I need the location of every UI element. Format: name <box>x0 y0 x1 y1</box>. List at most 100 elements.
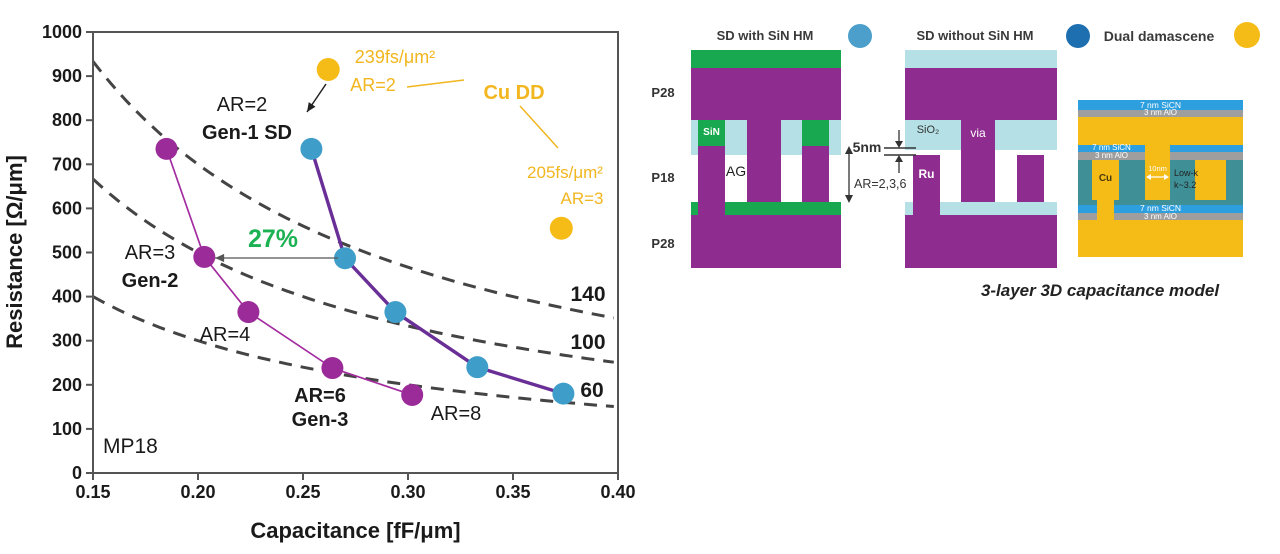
chart-annotation-7: AR=8 <box>431 403 482 425</box>
d1-sin-hardmask-left <box>698 120 725 146</box>
chart-annotation-8: MP18 <box>103 435 158 458</box>
chart-annotation-5: AR=6 <box>294 385 346 407</box>
d3-alo-bottom-strip <box>1078 213 1243 220</box>
d2-sio2-label: SiO₂ <box>916 124 940 136</box>
d3-cu-via-foot <box>1097 200 1114 220</box>
d1-metal-line-right <box>802 146 829 202</box>
y-tick-label: 0 <box>72 463 82 483</box>
gap-arrow-lower-head <box>895 155 903 162</box>
legend-dot-sd-with-sin-hm <box>848 24 872 48</box>
d3-alo-mid-label: 3 nm AlO <box>1095 151 1128 160</box>
d3-via-pillar <box>1145 145 1170 200</box>
legend-label-dual-damascene: Dual damascene <box>1103 28 1215 44</box>
d3-alo-mid-strip-left <box>1078 152 1145 160</box>
d1-top-green-layer <box>691 50 841 68</box>
data-point-0 <box>321 357 344 380</box>
d3-sicn-mid-strip-left <box>1078 145 1145 152</box>
d1-airgap-label: AG <box>725 163 747 179</box>
chart-annotation-14: AR=3 <box>561 189 604 208</box>
data-point-0 <box>193 245 216 268</box>
d3-alo-mid-strip-right <box>1170 152 1243 160</box>
data-point-0 <box>401 383 424 406</box>
chart-annotation-3: Gen-2 <box>122 270 179 292</box>
callout-line-0 <box>406 79 465 88</box>
ar-arrow-head-down <box>845 195 853 203</box>
y-tick-label: 600 <box>52 198 82 218</box>
d2-via-label: via <box>970 126 986 140</box>
d3-alo-top-label: 3 nm AlO <box>1144 108 1177 117</box>
d3-lowk-k-label: k~3.2 <box>1174 180 1197 190</box>
d2-bottom-cyan-layer <box>905 202 1057 215</box>
d3-alo-top-strip <box>1078 110 1243 117</box>
d3-sicn-top-strip <box>1078 100 1243 110</box>
data-point-2 <box>316 57 340 81</box>
d2-top-cyan-layer <box>905 50 1057 68</box>
legend-dot-dual-damascene <box>1234 22 1260 48</box>
data-point-0 <box>155 137 178 160</box>
chart-annotation-0: AR=2 <box>217 94 268 116</box>
d3-top-cu-block <box>1078 117 1243 145</box>
rc-chart: 1401006001002003004005006007008009001000… <box>2 22 636 543</box>
y-tick-label: 200 <box>52 375 82 395</box>
data-point-1 <box>552 382 575 405</box>
x-tick-label: 0.35 <box>495 482 530 502</box>
pitch-label-p28-bot: P28 <box>651 236 675 251</box>
series-line-1 <box>309 148 564 396</box>
annotation-arrow-1-head <box>215 253 225 263</box>
y-tick-label: 800 <box>52 110 82 130</box>
data-point-1 <box>334 247 356 270</box>
chart-annotation-13: 205fs/μm² <box>527 163 603 182</box>
d3-sicn-bottom-label: 7 nm SiCN <box>1139 203 1182 213</box>
d3-width-10nm-label: 10nm <box>1148 164 1167 173</box>
y-tick-label: 700 <box>52 154 82 174</box>
aspect-ratio-label: AR=2,3,6 <box>854 177 907 191</box>
d1-bottom-green-layer <box>691 202 841 215</box>
d1-sin-hardmask-right <box>802 120 829 146</box>
pitch-label-p28-top: P28 <box>651 85 675 100</box>
data-point-1 <box>300 137 323 160</box>
legend-label-sd-without-sin-hm: SD without SiN HM <box>916 28 1034 43</box>
data-point-1 <box>384 301 407 324</box>
d2-metal-line-right <box>1017 155 1044 202</box>
d3-alo-bottom-label: 3 nm AlO <box>1144 212 1177 221</box>
y-tick-label: 1000 <box>42 22 82 42</box>
d3-sicn-mid-label: 7 nm SiCN <box>1092 143 1131 152</box>
y-axis-title: Resistance [Ω/μm] <box>2 155 27 349</box>
pitch-label-p18: P18 <box>651 170 675 185</box>
x-tick-label: 0.15 <box>75 482 110 502</box>
d3-sicn-top-label: 7 nm SiCN <box>1139 100 1182 110</box>
d3-sicn-bottom-strip <box>1078 205 1243 213</box>
chart-annotation-10: 239fs/μm² <box>355 47 435 67</box>
annotation-arrow-0-head <box>307 102 316 112</box>
data-point-1 <box>466 356 489 379</box>
d2-bottom-metal-block <box>905 215 1057 268</box>
d1-via-pillar <box>747 68 781 202</box>
legend-dot-sd-without-sin-hm <box>1066 24 1090 48</box>
data-point-2 <box>549 216 573 240</box>
callout-line-1 <box>519 105 559 149</box>
iso-rc-label-140: 140 <box>570 283 605 306</box>
d3-cu-line-right <box>1195 160 1226 200</box>
iso-rc-curve-60 <box>92 295 614 408</box>
d2-via-pillar <box>961 68 995 202</box>
chart-annotation-11: AR=2 <box>350 75 396 95</box>
d3-sicn-mid-strip-right <box>1170 145 1243 152</box>
chart-annotation-9: 27% <box>248 225 298 253</box>
d3-lowk-label: Low-k <box>1174 168 1199 178</box>
chart-annotation-1: Gen-1 SD <box>202 122 292 144</box>
gap-arrow-upper-head <box>895 141 903 148</box>
legend-label-sd-with-sin-hm: SD with SiN HM <box>716 28 814 43</box>
d2-metal-line-left <box>913 155 940 215</box>
series-line-0 <box>165 148 413 396</box>
iso-rc-curve-100 <box>91 177 614 364</box>
d1-bottom-metal-block <box>691 215 841 268</box>
d3-bottom-cu-block <box>1078 220 1243 257</box>
d1-metal-line-left <box>698 146 725 215</box>
chart-annotation-2: AR=3 <box>125 242 176 264</box>
d3-cu-line-left <box>1092 160 1119 200</box>
iso-rc-label-60: 60 <box>580 379 603 402</box>
chart-annotation-6: Gen-3 <box>292 409 349 431</box>
d2-ru-label: Ru <box>918 167 935 181</box>
y-tick-label: 400 <box>52 287 82 307</box>
